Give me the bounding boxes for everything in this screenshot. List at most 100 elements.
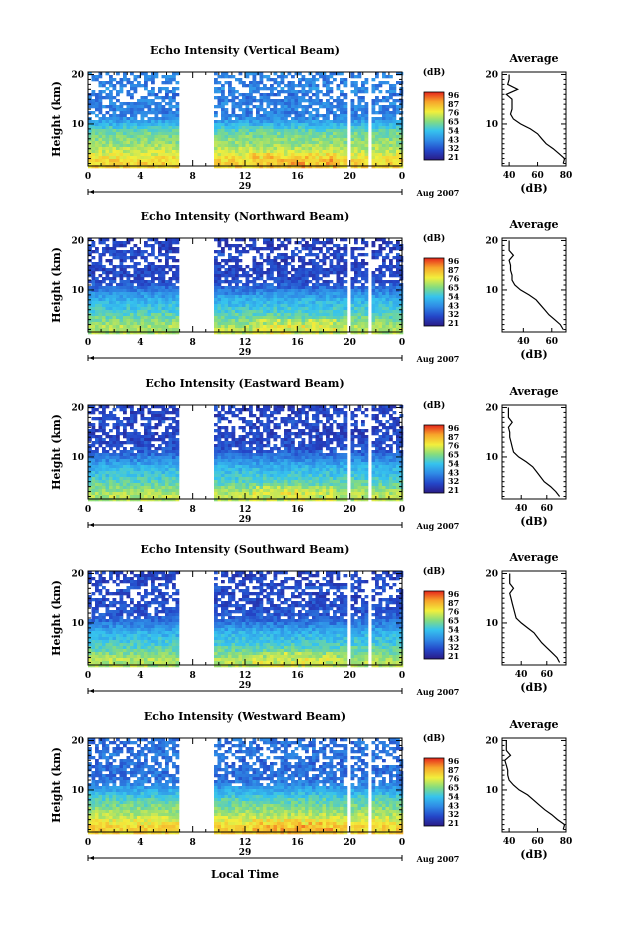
x-tick-label: 8	[190, 172, 196, 182]
average-title: Average	[508, 551, 558, 564]
x-tick-label: 4	[137, 838, 143, 848]
y-axis-label: Height (km)	[50, 414, 63, 490]
x-tick-label: 12	[239, 838, 252, 848]
average-x-tick-label: 60	[531, 171, 544, 181]
average-profile-line	[509, 573, 561, 663]
average-x-tick-label: 60	[531, 837, 544, 847]
x-tick-label: 16	[291, 338, 304, 348]
y-tick-label: 10	[71, 453, 84, 463]
colorbar-tick-label: 76	[448, 274, 460, 284]
y-tick-label: 10	[71, 619, 84, 629]
average-x-tick-label: 80	[560, 837, 573, 847]
x-tick-label: 0	[399, 505, 405, 515]
x-tick-label: 0	[399, 838, 405, 848]
day-label: 29	[239, 681, 252, 691]
colorbar-tick-label: 76	[448, 774, 460, 784]
heatmap-cells	[88, 738, 404, 835]
month-label: Aug 2007	[416, 188, 460, 198]
colorbar-tick-label: 65	[448, 450, 459, 460]
month-label: Aug 2007	[416, 354, 460, 364]
average-x-axis-label: (dB)	[520, 182, 547, 195]
x-tick-label: 0	[85, 671, 91, 681]
average-y-tick-label: 20	[485, 236, 498, 246]
month-label: Aug 2007	[416, 521, 460, 531]
colorbar-tick-label: 65	[448, 783, 459, 793]
x-tick-label: 12	[239, 671, 252, 681]
colorbar-tick-label: 32	[448, 642, 459, 652]
average-x-axis-label: (dB)	[520, 348, 547, 361]
average-title: Average	[508, 218, 558, 231]
colorbar-tick-label: 87	[448, 598, 459, 608]
average-x-tick-label: 40	[517, 337, 530, 347]
x-tick-label: 12	[239, 172, 252, 182]
x-tick-label: 12	[239, 338, 252, 348]
x-tick-label: 0	[399, 671, 405, 681]
average-x-tick-label: 40	[515, 670, 528, 680]
colorbar-tick-label: 43	[448, 467, 460, 477]
colorbar-tick-label: 21	[448, 485, 459, 495]
month-label: Aug 2007	[416, 687, 460, 697]
average-y-tick-label: 20	[485, 70, 498, 80]
colorbar-unit: (dB)	[423, 67, 445, 78]
day-label: 29	[239, 848, 252, 858]
colorbar-unit: (dB)	[423, 400, 445, 411]
x-tick-label: 0	[399, 338, 405, 348]
colorbar-tick-label: 87	[448, 99, 459, 109]
colorbar-tick-label: 43	[448, 300, 460, 310]
colorbar-tick-label: 32	[448, 809, 459, 819]
average-title: Average	[508, 718, 558, 731]
colorbar-tick-label: 96	[448, 423, 460, 433]
average-x-axis-label: (dB)	[520, 681, 547, 694]
average-profile-line	[507, 407, 561, 497]
x-tick-label: 0	[85, 838, 91, 848]
colorbar-tick-label: 65	[448, 616, 459, 626]
colorbar-tick-label: 54	[448, 791, 460, 801]
colorbar-unit: (dB)	[423, 566, 445, 577]
heatmap-cells	[88, 571, 404, 668]
y-axis-label: Height (km)	[50, 747, 63, 823]
colorbar-tick-label: 96	[448, 756, 460, 766]
day-label: 29	[239, 182, 252, 192]
average-title: Average	[508, 52, 558, 65]
colorbar-tick-label: 32	[448, 309, 459, 319]
average-profile-line	[508, 240, 564, 330]
colorbar-tick-label: 21	[448, 152, 459, 162]
x-tick-label: 0	[85, 172, 91, 182]
y-axis-label: Height (km)	[50, 247, 63, 323]
x-tick-label: 4	[137, 338, 143, 348]
colorbar	[423, 590, 445, 660]
average-profile-line	[505, 74, 566, 164]
colorbar-tick-label: 87	[448, 265, 459, 275]
colorbar-tick-label: 96	[448, 90, 460, 100]
chart-title: Echo Intensity (Vertical Beam)	[150, 44, 340, 57]
x-axis-label: Local Time	[211, 868, 279, 881]
colorbar	[423, 757, 445, 827]
x-tick-label: 12	[239, 505, 252, 515]
average-y-tick-label: 20	[485, 569, 498, 579]
x-tick-label: 8	[190, 505, 196, 515]
chart-title: Echo Intensity (Eastward Beam)	[145, 377, 344, 390]
chart-title: Echo Intensity (Northward Beam)	[141, 210, 350, 223]
x-tick-label: 0	[85, 505, 91, 515]
colorbar-tick-label: 21	[448, 818, 459, 828]
x-tick-label: 8	[190, 838, 196, 848]
beam-panel-1: Echo Intensity (Vertical Beam) 20 10 Height…	[50, 44, 572, 198]
colorbar-tick-label: 54	[448, 458, 460, 468]
colorbar-tick-label: 65	[448, 117, 459, 127]
colorbar-tick-label: 76	[448, 607, 460, 617]
colorbar	[423, 91, 445, 161]
average-x-tick-label: 40	[503, 171, 516, 181]
colorbar-tick-label: 96	[448, 589, 460, 599]
heatmap-cells	[88, 405, 404, 502]
average-x-axis-label: (dB)	[520, 515, 547, 528]
average-x-tick-label: 40	[515, 504, 528, 514]
chart-title: Echo Intensity (Westward Beam)	[144, 710, 346, 723]
colorbar-tick-label: 87	[448, 432, 459, 442]
x-tick-label: 20	[343, 671, 356, 681]
colorbar-tick-label: 54	[448, 624, 460, 634]
x-tick-label: 8	[190, 671, 196, 681]
day-label: 29	[239, 348, 252, 358]
x-tick-label: 16	[291, 671, 304, 681]
x-tick-label: 20	[343, 505, 356, 515]
